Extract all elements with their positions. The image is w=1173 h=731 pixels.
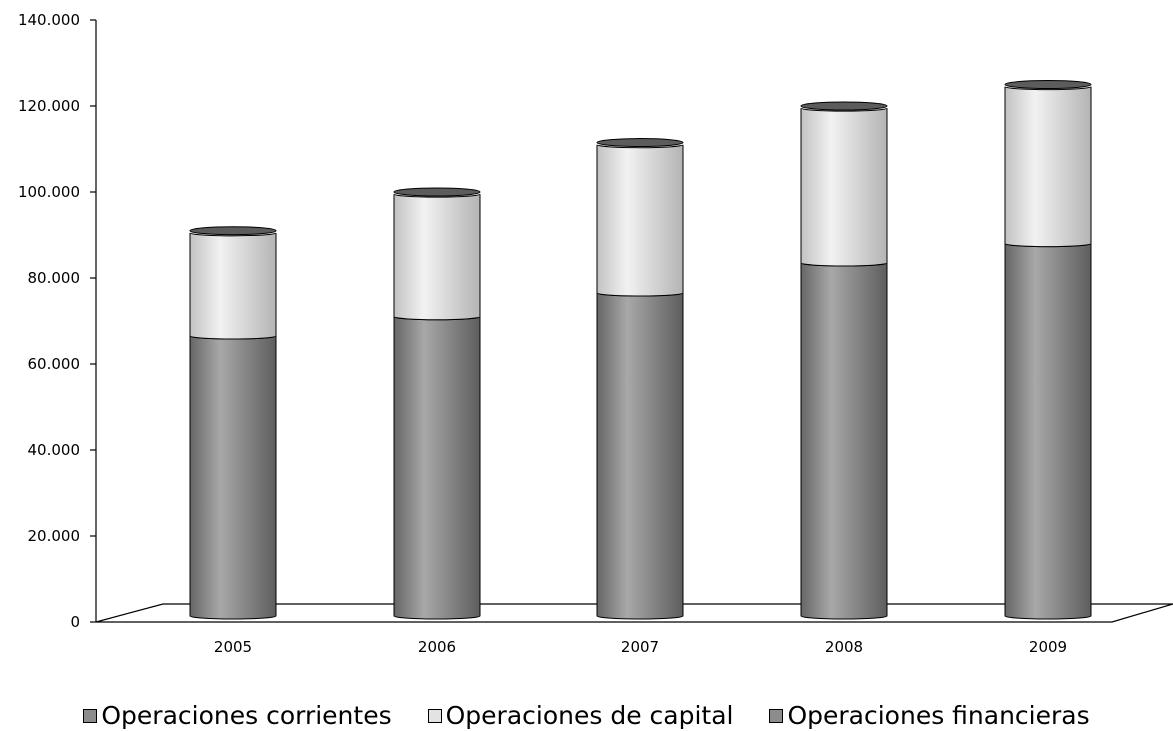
y-tick-label: 80.000 [28,269,81,287]
y-axis: 0 20.000 40.000 60.000 80.000 100.000 120.000 1… [18,11,97,631]
bar-corrientes-2008 [800,262,888,620]
bar-capital-2006 [393,193,481,321]
x-tick-label: 2008 [825,638,863,656]
chart-floor [95,603,1173,623]
x-tick-label: 2006 [418,638,456,656]
bars [189,80,1092,620]
y-tick-label: 140.000 [18,11,80,29]
bar-corrientes-2009 [1004,243,1092,620]
legend-item-financieras: Operaciones financieras [769,701,1090,730]
bar-financieras-2007 [596,138,684,148]
legend-swatch-financieras [769,708,784,723]
bar-financieras-2006 [393,187,481,197]
bar-capital-2005 [189,232,277,340]
x-tick-label: 2009 [1029,638,1067,656]
bar-financieras-2009 [1004,80,1092,89]
bar-corrientes-2005 [189,335,277,620]
x-axis: 2005 2006 2007 2008 2009 [214,638,1067,656]
legend-swatch-corrientes [83,708,98,723]
legend-item-capital: Operaciones de capital [427,701,734,730]
y-tick-label: 20.000 [28,527,81,545]
legend-label-financieras: Operaciones financieras [787,701,1090,730]
bar-corrientes-2006 [393,316,481,620]
bar-capital-2008 [800,107,888,267]
x-tick-label: 2005 [214,638,252,656]
bar-financieras-2008 [800,101,888,111]
y-tick-label: 120.000 [18,97,80,115]
y-tick-label: 40.000 [28,441,81,459]
x-tick-label: 2007 [621,638,659,656]
y-tick-label: 60.000 [28,355,81,373]
legend: Operaciones corrientes Operaciones de ca… [0,700,1173,731]
y-tick-label: 100.000 [18,183,80,201]
cylinder-chart: 0 20.000 40.000 60.000 80.000 100.000 120.000 1… [18,11,1173,656]
floor-plane [95,603,1173,623]
bar-financieras-2005 [189,226,277,236]
y-tick-label: 0 [70,613,80,631]
bar-capital-2007 [596,144,684,297]
legend-swatch-capital [427,708,442,723]
legend-item-corrientes: Operaciones corrientes [83,701,392,730]
bar-capital-2009 [1004,86,1092,248]
bar-corrientes-2007 [596,292,684,620]
legend-label-corrientes: Operaciones corrientes [101,701,392,730]
legend-label-capital: Operaciones de capital [445,701,734,730]
